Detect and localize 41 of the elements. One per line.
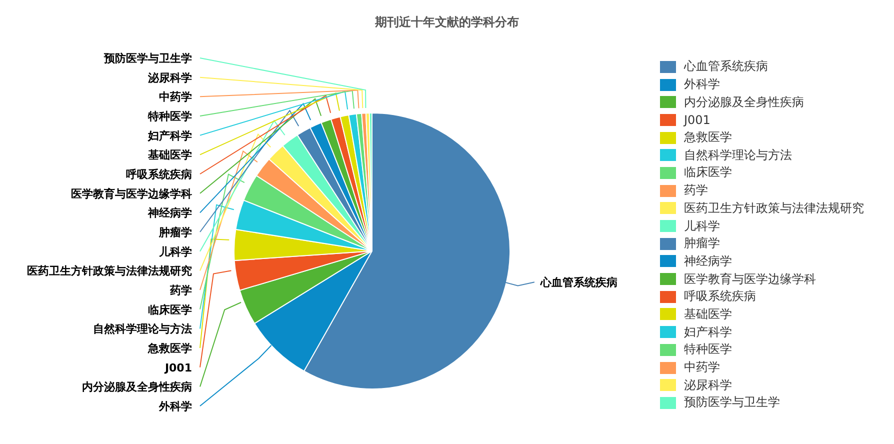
slice-label: 外科学: [158, 400, 192, 413]
slice-label: 临床医学: [148, 303, 192, 316]
slice-label: 自然科学理论与方法: [93, 322, 192, 336]
slice-label: 医药卫生方针政策与法律法规研究: [27, 264, 192, 278]
legend-label: 自然科学理论与方法: [684, 146, 792, 164]
slice-label: 预防医学与卫生学: [103, 52, 192, 65]
legend-label: 儿科学: [684, 218, 720, 235]
legend-label: 药学: [684, 182, 708, 200]
slice-label: 儿科学: [158, 245, 192, 258]
chart-title: 期刊近十年文献的学科分布: [374, 14, 520, 31]
slice-label: 心血管系统疾病: [539, 276, 618, 290]
slice-label: 特种医学: [147, 110, 192, 123]
slice-label: 呼吸系统疾病: [126, 168, 192, 181]
slice-label: 医学教育与医学边缘学科: [71, 187, 192, 200]
slice-label: 药学: [169, 284, 192, 297]
slice-label: J001: [164, 361, 192, 374]
slice-label: 肿瘤学: [158, 226, 192, 239]
legend-label: J001: [684, 112, 710, 127]
slice-label: 急救医学: [147, 342, 192, 355]
legend-label: 中药学: [684, 359, 720, 376]
legend-label: 呼吸系统疾病: [684, 288, 756, 306]
slice-label: 内分泌腺及全身性疾病: [82, 380, 192, 394]
legend-label: 妇产科学: [684, 324, 732, 341]
legend-label: 临床医学: [684, 164, 732, 182]
legend-label: 特种医学: [684, 341, 732, 358]
legend-label: 医学教育与医学边缘学科: [684, 270, 816, 288]
legend-label: 心血管系统疾病: [684, 58, 768, 76]
slice-label: 基础医学: [147, 148, 192, 162]
slice-label: 泌尿科学: [147, 71, 192, 84]
legend-label: 肿瘤学: [684, 235, 720, 252]
legend-label: 基础医学: [684, 306, 732, 323]
slice-label: 神经病学: [147, 206, 192, 220]
slice-label: 妇产科学: [147, 129, 192, 142]
legend-label: 急救医学: [684, 129, 732, 146]
legend-label: 医药卫生方针政策与法律法规研究: [684, 200, 864, 217]
legend-label: 泌尿科学: [684, 376, 732, 394]
legend-label: 预防医学与卫生学: [684, 394, 780, 412]
slice-label: 中药学: [159, 90, 192, 104]
legend-label: 神经病学: [684, 252, 732, 270]
legend-label: 外科学: [684, 76, 720, 94]
legend-label: 内分泌腺及全身性疾病: [684, 94, 804, 111]
